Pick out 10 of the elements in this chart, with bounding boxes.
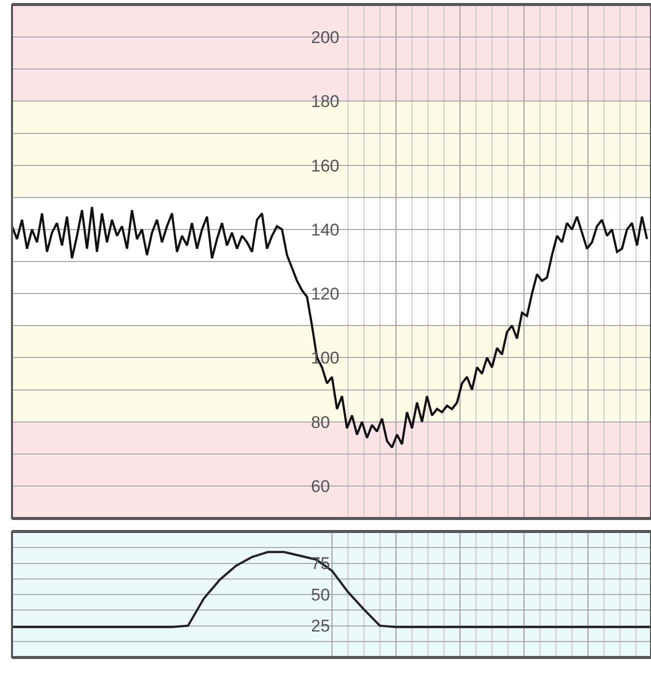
- y-tick-label: 120: [311, 284, 340, 304]
- y-tick-label: 80: [311, 412, 330, 432]
- y-tick-label: 60: [311, 476, 330, 496]
- y-tick-label: 25: [311, 616, 330, 636]
- line-series: [12, 206, 648, 449]
- y-tick-label: 180: [311, 92, 340, 112]
- y-tick-label: 160: [311, 156, 340, 176]
- y-tick-label: 50: [311, 585, 330, 604]
- y-tick-label: 200: [311, 28, 340, 48]
- y-tick-label: 140: [311, 220, 340, 240]
